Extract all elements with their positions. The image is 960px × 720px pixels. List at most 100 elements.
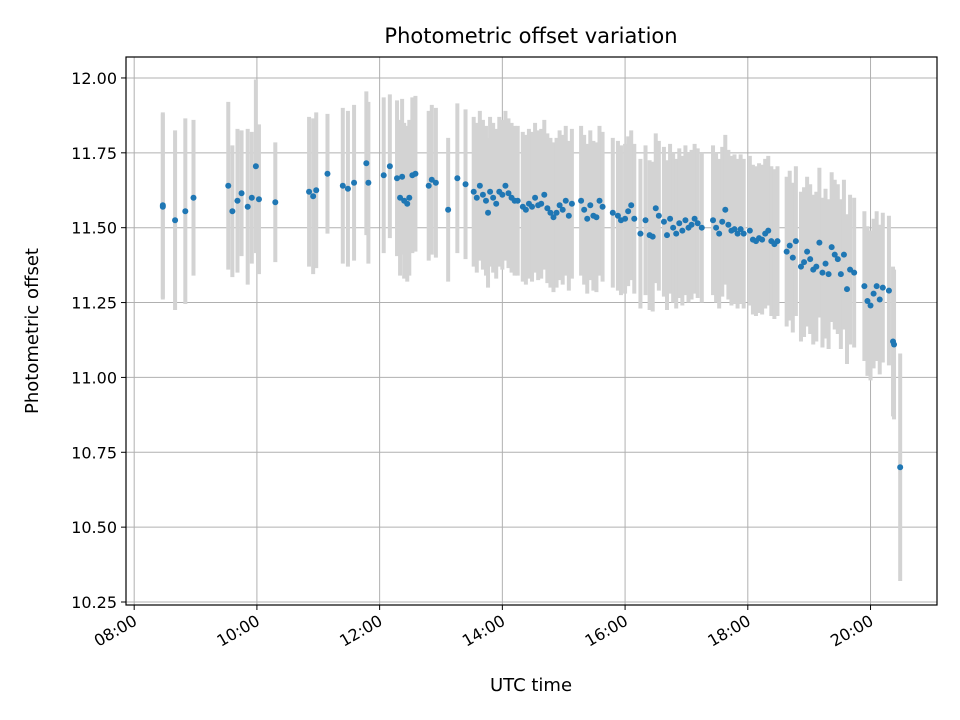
data-point bbox=[828, 244, 835, 251]
data-points bbox=[159, 160, 904, 471]
data-point bbox=[529, 203, 536, 210]
data-point bbox=[313, 187, 320, 194]
data-point bbox=[476, 182, 483, 189]
data-point bbox=[831, 251, 838, 258]
data-point bbox=[425, 182, 432, 189]
data-point bbox=[825, 271, 832, 278]
data-point bbox=[837, 271, 844, 278]
data-point bbox=[679, 227, 686, 234]
data-point bbox=[731, 226, 738, 233]
data-point bbox=[873, 283, 880, 290]
x-tick-label: 16:00 bbox=[582, 611, 631, 651]
data-point bbox=[891, 341, 898, 348]
x-tick-label: 10:00 bbox=[213, 611, 262, 651]
data-point bbox=[584, 215, 591, 222]
data-point bbox=[499, 191, 506, 198]
data-point bbox=[774, 238, 781, 245]
data-point bbox=[822, 260, 829, 267]
data-point bbox=[324, 170, 331, 177]
data-point bbox=[547, 209, 554, 216]
data-point bbox=[404, 200, 411, 207]
data-point bbox=[234, 197, 241, 204]
data-point bbox=[870, 290, 877, 297]
data-point bbox=[479, 191, 486, 198]
data-point bbox=[412, 170, 419, 177]
data-point bbox=[306, 188, 313, 195]
data-point bbox=[789, 254, 796, 261]
data-point bbox=[172, 217, 179, 224]
data-point bbox=[244, 203, 251, 210]
data-point bbox=[670, 224, 677, 231]
data-point bbox=[229, 208, 236, 215]
data-point bbox=[556, 202, 563, 209]
data-point bbox=[844, 286, 851, 293]
chart-title: Photometric offset variation bbox=[384, 24, 677, 48]
data-point bbox=[502, 182, 509, 189]
data-point bbox=[380, 172, 387, 179]
data-point bbox=[737, 226, 744, 233]
data-point bbox=[649, 233, 656, 240]
data-point bbox=[740, 230, 747, 237]
data-point bbox=[688, 221, 695, 228]
data-point bbox=[568, 200, 575, 207]
data-point bbox=[625, 208, 632, 215]
data-point bbox=[462, 181, 469, 188]
y-tick-label: 11.75 bbox=[71, 144, 117, 163]
data-point bbox=[698, 224, 705, 231]
data-point bbox=[490, 194, 497, 201]
x-axis-ticks: 08:00 10:00 12:00 14:00 16:00 18:00 20:00 bbox=[91, 605, 877, 651]
data-point bbox=[578, 197, 585, 204]
data-point bbox=[553, 209, 560, 216]
data-point bbox=[816, 239, 823, 246]
data-point bbox=[642, 217, 649, 224]
data-point bbox=[652, 205, 659, 212]
data-point bbox=[664, 232, 671, 239]
data-point bbox=[813, 263, 820, 270]
data-point bbox=[522, 206, 529, 213]
data-point bbox=[596, 197, 603, 204]
x-tick-label: 20:00 bbox=[827, 611, 876, 651]
data-point bbox=[470, 188, 477, 195]
data-point bbox=[807, 256, 814, 263]
data-point bbox=[676, 220, 683, 227]
data-point bbox=[550, 214, 557, 221]
data-point bbox=[801, 259, 808, 266]
data-point bbox=[593, 214, 600, 221]
data-point bbox=[792, 238, 799, 245]
data-point bbox=[725, 221, 732, 228]
data-point bbox=[667, 215, 674, 222]
data-point bbox=[765, 227, 772, 234]
x-tick-label: 08:00 bbox=[91, 611, 140, 651]
data-point bbox=[538, 200, 545, 207]
data-point bbox=[454, 175, 461, 182]
data-point bbox=[673, 230, 680, 237]
data-point bbox=[544, 205, 551, 212]
data-point bbox=[746, 227, 753, 234]
x-axis-label: UTC time bbox=[490, 675, 572, 696]
data-point bbox=[159, 203, 166, 210]
data-point bbox=[399, 173, 406, 180]
data-point bbox=[631, 215, 638, 222]
data-point bbox=[719, 218, 726, 225]
data-point bbox=[691, 215, 698, 222]
data-point bbox=[861, 283, 868, 290]
data-point bbox=[834, 256, 841, 263]
data-point bbox=[786, 242, 793, 249]
data-point bbox=[682, 217, 689, 224]
data-point bbox=[182, 208, 189, 215]
error-bars bbox=[160, 79, 903, 582]
data-point bbox=[655, 212, 662, 219]
data-point bbox=[797, 263, 804, 270]
data-point bbox=[248, 194, 255, 201]
data-point bbox=[722, 206, 729, 213]
data-point bbox=[867, 302, 874, 309]
plot-frame bbox=[125, 56, 938, 606]
data-point bbox=[505, 190, 512, 197]
data-point bbox=[272, 199, 279, 206]
data-point bbox=[614, 212, 621, 219]
data-point bbox=[599, 203, 606, 210]
y-axis-ticks: 10.25 10.50 10.75 11.00 11.25 11.50 11.75 12.00 bbox=[71, 69, 126, 612]
data-point bbox=[225, 182, 232, 189]
data-point bbox=[581, 206, 588, 213]
data-point bbox=[628, 202, 635, 209]
